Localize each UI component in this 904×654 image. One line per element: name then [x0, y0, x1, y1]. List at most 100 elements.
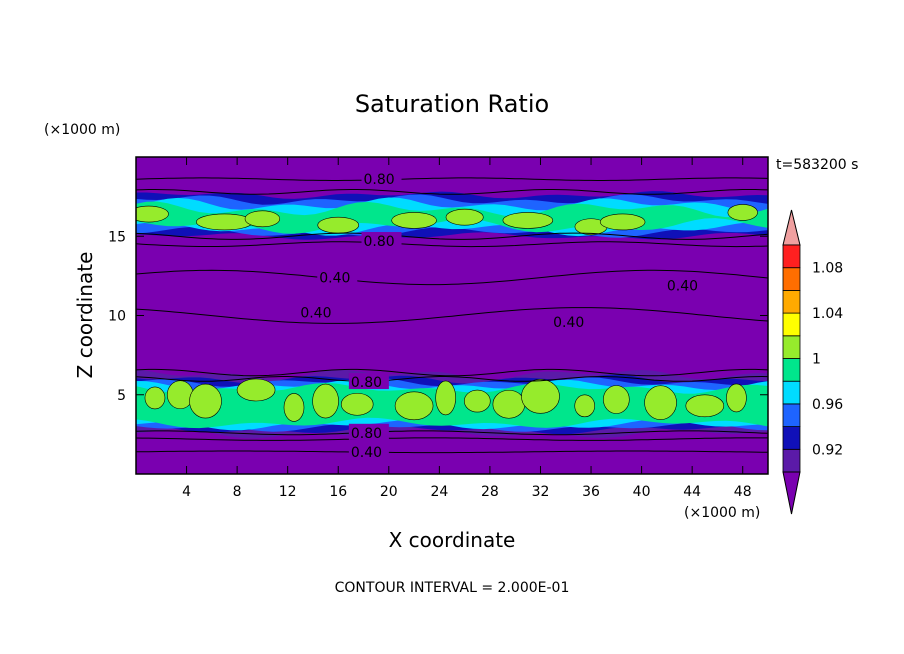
contour-label-bg — [317, 268, 358, 285]
colorbar-over-triangle — [782, 209, 801, 246]
lower-cloud-patch — [166, 380, 194, 410]
contour-label: 0.40 — [553, 315, 584, 331]
contour-line — [136, 189, 768, 195]
colorbar-label: 0.96 — [812, 397, 843, 413]
colorbar-segment — [782, 426, 801, 450]
contour-label: 0.80 — [364, 172, 395, 188]
x-tick-label: 48 — [734, 484, 752, 500]
contour-label: 0.40 — [300, 305, 331, 321]
chart-title: Saturation Ratio — [355, 90, 549, 118]
contour-label-bg — [361, 170, 402, 187]
lower-cloud-patch — [144, 386, 166, 410]
lower-cloud-patch — [603, 385, 630, 414]
contour-label-bg — [348, 373, 389, 390]
colorbar-segment — [782, 403, 801, 427]
contour-label-bg — [348, 423, 389, 440]
upper-cloud-patch — [244, 210, 281, 228]
contour-label: 0.40 — [667, 278, 698, 294]
contour-label: 0.80 — [351, 426, 382, 442]
lower-cloud-patch — [463, 389, 491, 413]
contour-line — [136, 241, 768, 248]
y-axis-ticks: 5 10 15 — [108, 229, 768, 404]
x-unit-label: (×1000 m) — [684, 505, 760, 521]
lower-cloud-patch — [644, 385, 677, 420]
contour-line — [136, 368, 768, 377]
colorbar-segment — [782, 448, 801, 473]
y-tick-label: 5 — [117, 388, 126, 404]
x-tick-label: 32 — [532, 484, 550, 500]
field-layers: 0.80 0.80 0.40 0.40 0.40 0.40 0.80 0.80 0.40 — [136, 170, 768, 461]
lower-cloud-patch — [340, 392, 374, 416]
x-tick-label: 44 — [683, 484, 701, 500]
contour-label-bg — [298, 303, 339, 320]
lower-cloud-patch — [574, 394, 596, 418]
upper-cloud-patch — [317, 216, 360, 234]
y-tick-label: 10 — [108, 309, 126, 325]
lower-cloud-patch — [189, 383, 222, 419]
colorbar-segment — [782, 289, 801, 314]
x-tick-label: 16 — [329, 484, 347, 500]
upper-cloud-patch — [196, 213, 253, 231]
x-tick-label: 24 — [430, 484, 448, 500]
plot-area: 0.80 0.80 0.40 0.40 0.40 0.40 0.80 0.80 0.40 — [135, 156, 769, 475]
colorbar-under-triangle — [782, 471, 801, 515]
contour-label-bg — [361, 232, 402, 249]
upper-cloud-patch — [136, 205, 169, 223]
colorbar-label: 0.92 — [812, 442, 843, 458]
upper-cloud-patch — [391, 212, 437, 229]
contour-line — [136, 430, 768, 436]
lower-cloud-patch — [685, 394, 725, 418]
colorbar-segment — [782, 267, 801, 291]
colorbar-segment — [782, 380, 801, 405]
contour-line — [136, 232, 768, 240]
x-tick-label: 12 — [279, 484, 297, 500]
colorbar-label: 1.08 — [812, 261, 843, 277]
lower-cloud-patch — [492, 389, 526, 419]
y-unit-label: (×1000 m) — [44, 122, 120, 138]
colorbar-segment — [782, 312, 801, 337]
contour-label-bg — [664, 276, 705, 293]
contour-label: 0.40 — [351, 445, 382, 461]
contour-line — [136, 269, 768, 286]
x-tick-label: 20 — [380, 484, 398, 500]
x-tick-label: 36 — [582, 484, 600, 500]
contour-interval-note: CONTOUR INTERVAL = 2.000E-01 — [335, 580, 570, 596]
lower-cloud-patch — [726, 383, 747, 413]
contour-label-bg — [348, 442, 389, 459]
x-tick-label: 4 — [182, 484, 191, 500]
x-axis-ticks: 4 8 12 16 20 24 28 32 36 40 44 48 — [182, 157, 752, 500]
contour-line — [136, 375, 768, 382]
contour-label-bg — [551, 312, 592, 329]
upper-cloud-patch — [502, 212, 554, 229]
lower-cloud-patch — [236, 378, 276, 402]
lower-cloud-patch — [283, 393, 305, 422]
upper-cloud-patch — [445, 208, 484, 226]
contour-line — [136, 437, 768, 441]
contour-label: 0.80 — [351, 375, 382, 391]
upper-cloud-patch — [599, 213, 646, 231]
colorbar-segment — [782, 358, 801, 382]
x-axis-title: X coordinate — [389, 528, 516, 552]
x-tick-label: 8 — [233, 484, 242, 500]
lower-cloud-patch — [394, 391, 434, 421]
colorbar-label: 1 — [812, 352, 821, 368]
contour-label: 0.80 — [364, 234, 395, 250]
lower-cloud-patch — [521, 379, 560, 414]
x-tick-label: 40 — [633, 484, 651, 500]
y-axis-title: Z coordinate — [73, 252, 97, 379]
contour-label: 0.40 — [319, 270, 350, 286]
y-tick-label: 15 — [108, 229, 126, 245]
time-label: t=583200 s — [776, 157, 858, 173]
colorbar-segment — [782, 244, 801, 269]
contour-line — [136, 177, 768, 181]
colorbar-label: 1.04 — [812, 306, 843, 322]
contour-line — [136, 450, 768, 454]
colorbar: 1.08 1.04 1 0.96 0.92 — [782, 209, 843, 515]
colorbar-segment — [782, 335, 801, 359]
lower-cloud-patch — [435, 380, 456, 416]
x-tick-label: 28 — [481, 484, 499, 500]
contour-line — [136, 307, 768, 324]
lower-cloud-patch — [312, 383, 339, 419]
upper-cloud-patch — [727, 204, 758, 221]
